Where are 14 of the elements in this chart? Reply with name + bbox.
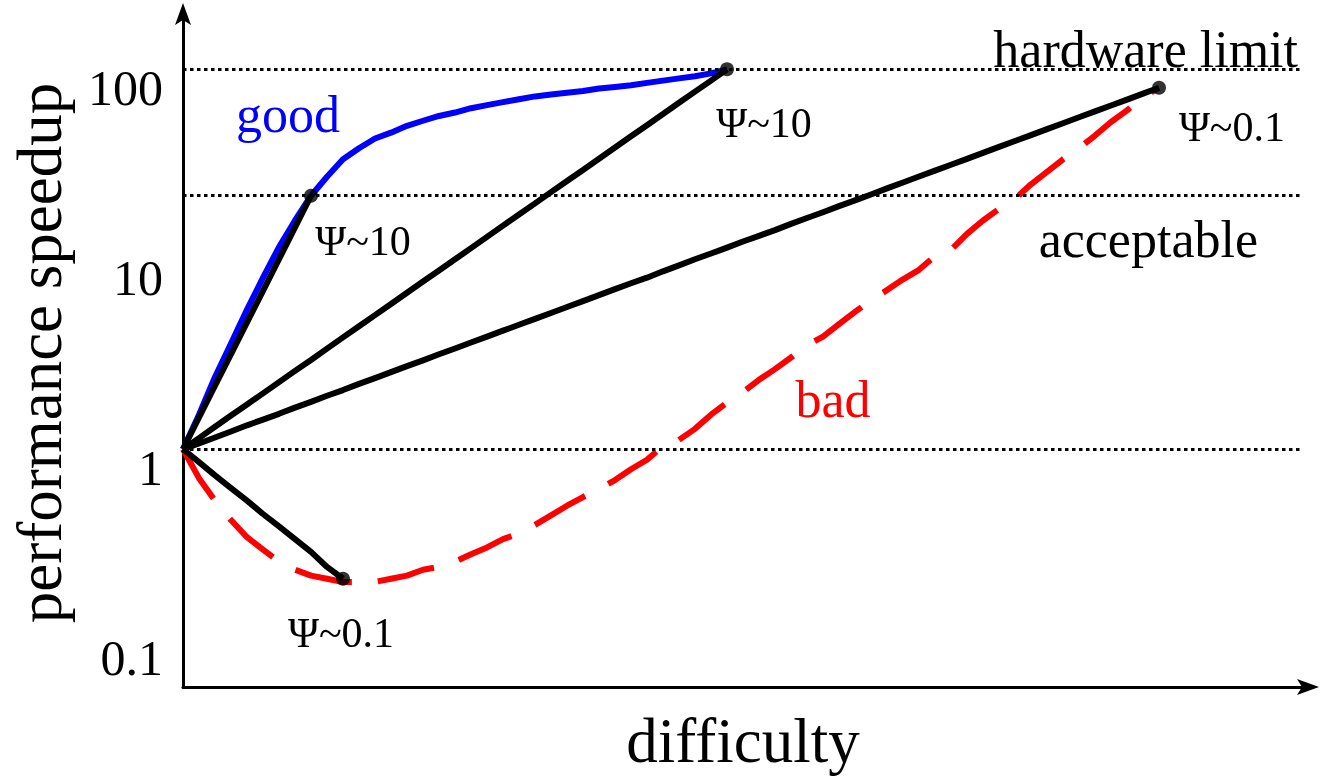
ref-line-label: acceptable	[1038, 211, 1258, 269]
y-tick-label: 100	[88, 59, 163, 116]
ref-line-label: hardware limit	[993, 20, 1299, 78]
x-axis-title: difficulty	[626, 705, 861, 776]
y-tick-label: 10	[113, 249, 163, 306]
annotation: Ψ~10	[315, 217, 411, 264]
series-label: bad	[795, 371, 871, 429]
series-label: good	[236, 85, 340, 143]
annotation: Ψ~0.1	[1178, 103, 1286, 150]
y-tick-label: 0.1	[100, 629, 163, 686]
y-axis-title: performance speedup	[4, 82, 75, 624]
y-tick-label: 1	[138, 439, 163, 496]
annotation: Ψ~10	[716, 100, 812, 147]
annotation: Ψ~0.1	[287, 609, 395, 656]
